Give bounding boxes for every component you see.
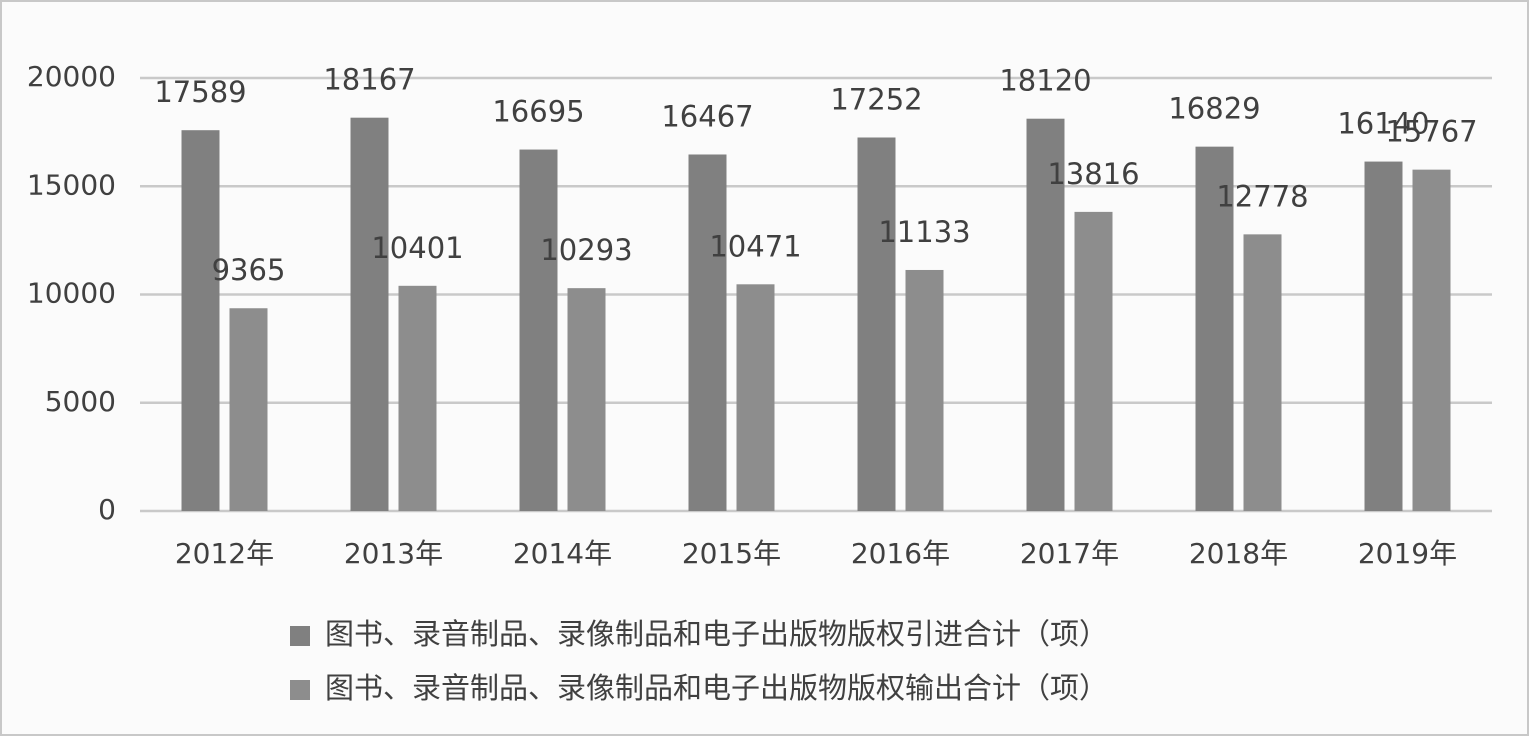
bar [1195, 146, 1234, 511]
bar [1026, 118, 1065, 512]
value-label: 9365 [212, 253, 286, 287]
value-label: 13816 [1047, 157, 1139, 191]
bar [350, 117, 389, 511]
bar [398, 285, 437, 511]
bar [736, 284, 775, 511]
bar [857, 137, 896, 511]
bar [567, 288, 606, 511]
value-label: 11133 [878, 215, 970, 249]
y-tick-label: 15000 [27, 168, 116, 201]
bar [905, 269, 944, 511]
value-label: 10293 [540, 233, 632, 267]
value-label: 16695 [492, 95, 584, 129]
legend-label: 图书、录音制品、录像制品和电子出版物版权引进合计（项） [325, 617, 1108, 651]
value-label: 10401 [371, 231, 463, 265]
y-tick-label: 20000 [27, 60, 116, 93]
x-tick-label: 2016年 [851, 537, 950, 570]
bar [229, 308, 268, 511]
bar [519, 149, 558, 511]
legend-swatch [290, 626, 310, 646]
value-label: 15767 [1385, 115, 1477, 149]
value-label: 16140 [1337, 107, 1429, 141]
bar [1074, 211, 1113, 511]
x-tick-label: 2012年 [175, 537, 274, 570]
value-label: 18167 [323, 63, 415, 97]
value-label: 18120 [999, 64, 1091, 98]
x-tick-label: 2014年 [513, 537, 612, 570]
x-tick-label: 2019年 [1358, 537, 1457, 570]
value-label: 16467 [661, 99, 753, 133]
legend-label: 图书、录音制品、录像制品和电子出版物版权输出合计（项） [325, 671, 1108, 705]
bar [688, 154, 727, 512]
value-label: 10471 [709, 229, 801, 263]
x-tick-label: 2018年 [1189, 537, 1288, 570]
y-tick-label: 10000 [27, 277, 116, 310]
value-label: 17589 [154, 75, 246, 109]
legend-swatch [290, 680, 310, 700]
bar [1412, 169, 1451, 511]
bar [1364, 161, 1403, 511]
x-tick-label: 2013年 [344, 537, 443, 570]
x-tick-label: 2017年 [1020, 537, 1119, 570]
x-tick-label: 2015年 [682, 537, 781, 570]
bar [181, 130, 220, 511]
value-label: 16829 [1168, 92, 1260, 126]
value-label: 17252 [830, 82, 922, 116]
value-label: 12778 [1216, 179, 1308, 213]
bar [1243, 234, 1282, 511]
y-tick-label: 0 [98, 493, 116, 526]
y-tick-label: 5000 [45, 385, 116, 418]
